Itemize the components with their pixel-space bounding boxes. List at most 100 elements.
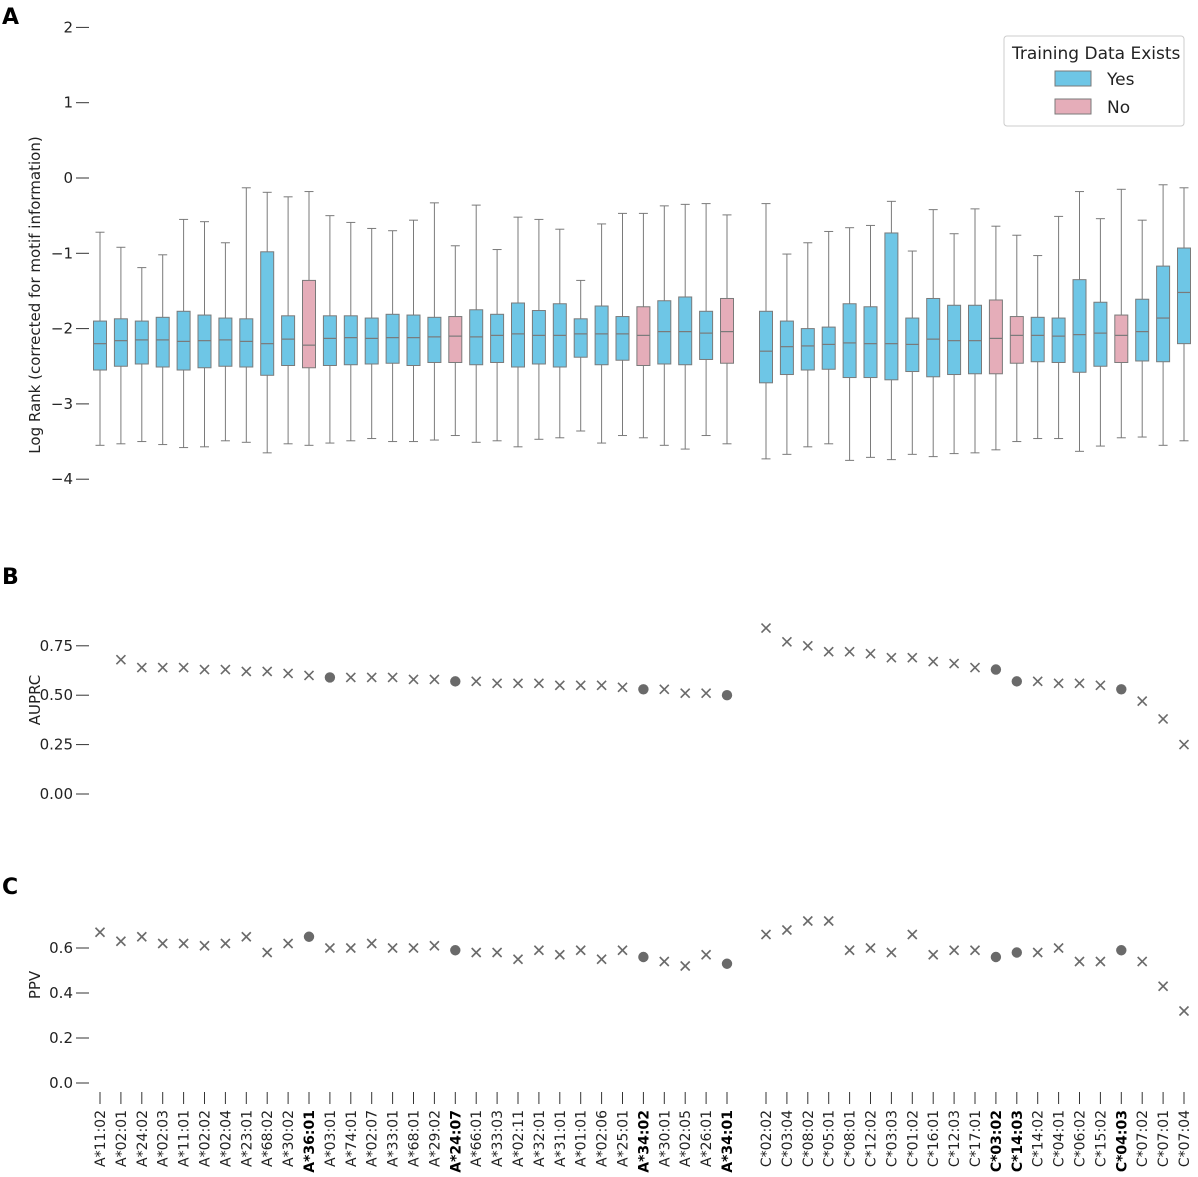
x-stroke	[554, 949, 565, 960]
b-a-point-23	[575, 680, 586, 691]
c-a-point-10	[303, 931, 315, 942]
box-body	[385, 313, 400, 364]
x-stroke	[596, 680, 607, 691]
x-stroke	[844, 646, 855, 657]
b-c-point-9	[949, 658, 960, 669]
c-a-point-8	[262, 947, 273, 958]
box-body	[573, 318, 588, 358]
b-a-point-25	[617, 682, 628, 693]
x-stroke	[387, 942, 398, 954]
x-stroke	[241, 666, 252, 677]
category-label-a-13: A*02:07	[365, 1110, 381, 1167]
box-c-3	[821, 230, 836, 445]
box-c-7	[905, 250, 920, 455]
x-stroke	[262, 947, 273, 958]
box-body	[800, 328, 815, 371]
x-stroke	[928, 949, 939, 960]
x-stroke	[1178, 739, 1190, 750]
category-label-a-9: A*30:02	[281, 1110, 297, 1167]
b-a-point-5	[199, 664, 210, 675]
b-a-point-4	[178, 662, 189, 673]
x-stroke	[701, 949, 712, 960]
x-stroke	[781, 636, 792, 647]
c-c-point-14	[1053, 942, 1064, 954]
box-a-4	[176, 218, 191, 449]
panel-b-ylabel: AUPRC	[26, 675, 44, 725]
box-body	[1156, 265, 1171, 363]
box-a-30	[720, 214, 734, 445]
x-stroke	[199, 664, 210, 675]
box-body	[1135, 298, 1150, 362]
b-c-point-10	[969, 662, 981, 673]
box-body	[343, 315, 358, 366]
c-c-point-0	[760, 929, 772, 940]
c-a-point-0	[94, 927, 106, 938]
box-c-11	[988, 225, 1003, 451]
box-body	[884, 232, 899, 381]
x-stroke	[1053, 678, 1064, 689]
box-c-12	[1009, 234, 1024, 443]
b-a-point-16	[429, 674, 440, 685]
category-label-a-15: A*68:01	[407, 1110, 423, 1167]
box-a-23	[573, 279, 588, 432]
category-label-c-4: C*08:01	[843, 1110, 859, 1167]
x-stroke	[865, 942, 876, 954]
c-a-point-22	[554, 949, 565, 960]
legend: Training Data Exists Yes No	[1003, 35, 1185, 127]
box-body	[427, 316, 442, 363]
x-stroke	[760, 929, 772, 940]
x-stroke	[659, 956, 670, 967]
category-label-a-1: A*02:01	[114, 1110, 130, 1167]
c-c-point-3	[823, 915, 834, 927]
y-tick-label: 0.6	[49, 939, 73, 957]
box-a-2	[134, 267, 149, 443]
category-label-a-25: A*25:01	[616, 1110, 632, 1167]
panel-a-y-axis: 2 1 0 −1 −2 −3 −4	[51, 18, 89, 488]
x-stroke	[907, 652, 918, 663]
category-label-a-29: A*26:01	[699, 1110, 715, 1167]
box-c-4	[842, 227, 857, 461]
x-stroke	[262, 666, 273, 677]
b-a-point-7	[241, 666, 252, 677]
b-c-point-20	[1178, 739, 1190, 750]
c-a-point-27	[659, 956, 670, 967]
box-a-25	[615, 212, 630, 437]
x-stroke	[596, 954, 607, 965]
x-stroke	[760, 622, 772, 634]
category-label-c-17: C*04:03	[1114, 1110, 1130, 1172]
b-a-point-22	[554, 680, 565, 691]
b-a-point-2	[136, 662, 147, 673]
panel-c-y-axis: 0.0 0.2 0.4 0.6	[49, 939, 89, 1092]
box-body	[1051, 317, 1066, 363]
category-label-c-6: C*03:03	[884, 1110, 900, 1167]
x-stroke	[1074, 678, 1085, 689]
box-c-0	[759, 203, 773, 460]
category-label-c-2: C*08:02	[801, 1110, 817, 1167]
x-stroke	[533, 678, 544, 689]
b-c-point-14	[1053, 678, 1064, 689]
c-a-point-19	[492, 947, 503, 958]
b-c-point-7	[907, 652, 918, 663]
c-a-point-9	[283, 938, 294, 949]
x-stroke	[886, 652, 897, 663]
b-c-point-2	[802, 640, 813, 651]
x-stroke	[408, 942, 419, 954]
x-stroke	[1178, 1005, 1190, 1017]
box-body	[322, 315, 337, 366]
box-a-12	[343, 221, 358, 442]
x-stroke	[408, 674, 419, 685]
category-label-a-26: A*34:02	[636, 1110, 652, 1173]
box-body	[678, 296, 693, 366]
box-a-21	[531, 218, 546, 440]
panel-c-ylabel: PPV	[26, 970, 44, 999]
b-c-point-3	[823, 646, 834, 657]
category-label-a-24: A*02:06	[595, 1110, 611, 1167]
box-body	[448, 316, 463, 363]
category-label-a-14: A*33:01	[386, 1110, 402, 1167]
x-stroke	[136, 931, 147, 942]
box-a-22	[552, 228, 567, 439]
b-a-point-24	[596, 680, 607, 691]
b-c-point-0	[760, 622, 772, 634]
x-stroke	[969, 662, 981, 673]
